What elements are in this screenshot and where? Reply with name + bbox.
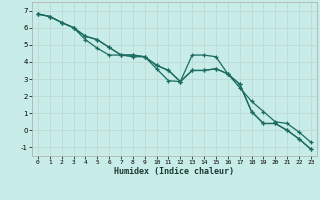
X-axis label: Humidex (Indice chaleur): Humidex (Indice chaleur) bbox=[115, 167, 234, 176]
